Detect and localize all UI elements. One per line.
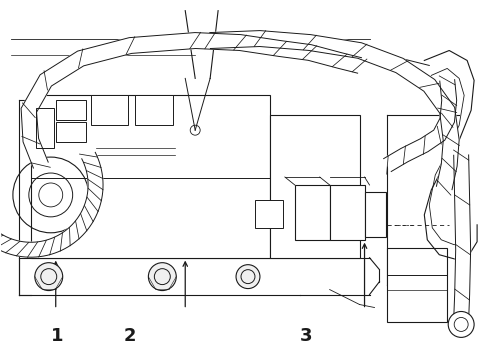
Polygon shape [0,152,103,257]
Bar [31,95,270,258]
Polygon shape [210,31,459,190]
Circle shape [236,265,260,289]
Circle shape [35,263,63,291]
Bar [56,122,86,142]
Bar [91,95,128,125]
Text: 2: 2 [124,327,137,345]
Bar [36,108,54,148]
Text: 3: 3 [300,327,312,345]
Bar [135,95,173,125]
Text: 1: 1 [51,327,63,345]
Bar [388,248,447,323]
Bar [56,100,86,120]
Circle shape [148,263,176,291]
Bar [330,185,365,240]
Polygon shape [454,155,470,320]
Bar [295,185,330,240]
Polygon shape [21,32,362,168]
Polygon shape [384,80,457,171]
Circle shape [448,311,474,337]
Bar [365,192,387,237]
Bar [255,200,283,228]
Bar [270,115,360,258]
